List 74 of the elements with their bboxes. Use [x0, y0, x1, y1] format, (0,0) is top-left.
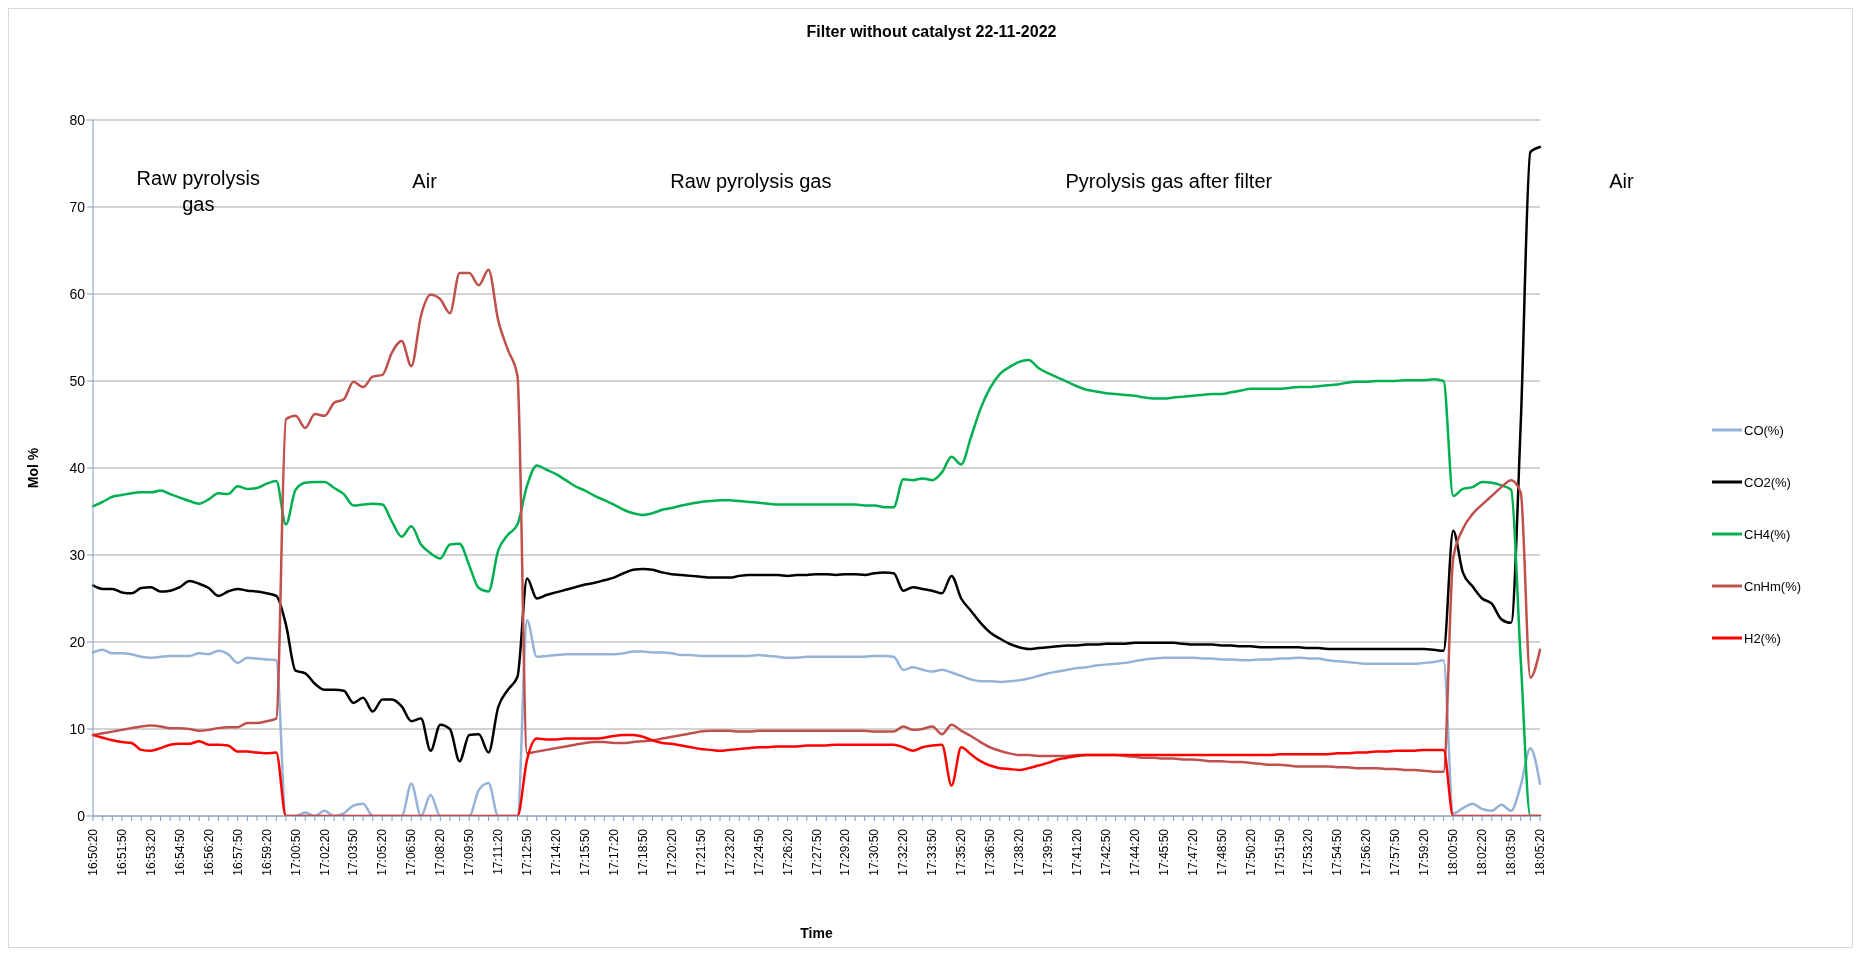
x-tick-label: 18:05:20	[1533, 828, 1547, 876]
x-tick-label: 16:57:50	[230, 828, 245, 876]
x-tick-label: 17:05:20	[375, 828, 390, 876]
x-tick-label: 17:08:20	[433, 828, 448, 876]
annotation: Air	[411, 169, 438, 195]
x-tick-label: 17:45:50	[1156, 828, 1171, 876]
x-tick-label: 16:56:20	[201, 828, 216, 876]
x-tick-label: 17:15:50	[577, 828, 592, 876]
y-tick-label: 50	[69, 372, 86, 389]
y-axis-title: Mol %	[24, 447, 41, 489]
legend-label: H2(%)	[1744, 630, 1781, 646]
y-tick-label: 80	[69, 111, 86, 128]
x-tick-label: 16:50:20	[86, 828, 100, 876]
x-tick-label: 17:23:20	[722, 828, 737, 876]
x-tick-label: 17:00:50	[288, 828, 303, 876]
x-tick-label: 18:00:50	[1446, 828, 1461, 876]
annotation: Raw pyrolysis gas	[135, 165, 261, 217]
y-tick-label: 30	[69, 546, 86, 563]
x-tick-label: 17:57:50	[1388, 828, 1403, 876]
text: Air	[1608, 169, 1635, 195]
x-tick-label: 17:32:20	[896, 828, 911, 876]
x-tick-label: 17:27:50	[809, 828, 824, 876]
x-tick-label: 17:42:50	[1098, 828, 1113, 876]
x-tick-label: 17:38:20	[1012, 828, 1027, 876]
legend-label: CnHm(%)	[1744, 578, 1802, 594]
x-tick-label: 17:48:50	[1214, 828, 1229, 876]
x-tick-label: 17:54:50	[1330, 828, 1345, 876]
x-tick-label: 17:03:50	[346, 828, 361, 876]
y-tick-label: 20	[69, 633, 86, 650]
x-tick-label: 17:56:20	[1359, 828, 1374, 876]
x-tick-label: 17:11:20	[491, 828, 506, 875]
y-tick-label: 40	[69, 459, 86, 476]
x-tick-label: 17:20:20	[664, 828, 679, 876]
x-tick-label: 17:21:50	[693, 828, 708, 876]
y-tick-label: 70	[69, 198, 86, 215]
x-tick-label: 17:26:20	[780, 828, 795, 876]
x-tick-label: 16:53:20	[143, 828, 158, 876]
line-series	[91, 145, 1542, 763]
x-tick-label: 17:30:50	[867, 828, 882, 876]
x-tick-label: 17:51:50	[1272, 828, 1287, 876]
x-tick-label: 17:06:50	[404, 828, 419, 876]
x-tick-label: 17:39:50	[1041, 828, 1056, 876]
x-tick-label: 17:29:20	[838, 828, 853, 876]
legend-label: CO2(%)	[1744, 474, 1791, 490]
x-tick-label: 16:54:50	[172, 828, 187, 876]
x-tick-label: 17:35:20	[954, 828, 969, 876]
x-tick-label: 17:50:20	[1243, 828, 1258, 876]
x-tick-label: 17:44:20	[1127, 828, 1142, 876]
x-tick-label: 17:41:20	[1069, 828, 1084, 876]
x-axis-title: Time	[800, 925, 833, 941]
x-tick-label: 16:51:50	[114, 828, 129, 876]
annotation: Raw pyrolysis gas	[669, 169, 833, 195]
x-tick-label: 17:33:50	[925, 828, 940, 876]
legend-label: CH4(%)	[1744, 526, 1791, 542]
x-tick-label: 17:59:20	[1417, 828, 1432, 876]
x-tick-label: 17:02:20	[317, 828, 332, 876]
x-tick-label: 17:18:50	[635, 828, 650, 876]
x-tick-label: 18:03:50	[1504, 828, 1519, 876]
x-tick-label: 17:36:50	[983, 828, 998, 876]
x-tick-label: 17:14:20	[549, 828, 564, 876]
x-tick-label: 17:47:20	[1185, 828, 1200, 876]
x-tick-label: 17:24:50	[751, 828, 766, 876]
x-tick-label: 17:53:20	[1301, 828, 1316, 876]
x-tick-label: 16:59:20	[259, 828, 274, 876]
y-tick-label: 60	[69, 285, 86, 302]
y-tick-label: 10	[69, 720, 86, 737]
x-tick-label: 17:12:50	[520, 828, 535, 876]
chart-title: Filter without catalyst 22-11-2022	[805, 23, 1058, 41]
x-tick-label: 18:02:20	[1475, 828, 1490, 876]
x-tick-label: 17:09:50	[462, 828, 477, 876]
x-tick-label: 17:17:20	[606, 828, 621, 876]
annotation: Pyrolysis gas after filter	[1064, 169, 1274, 195]
legend-label: CO(%)	[1744, 422, 1784, 438]
y-tick-label: 0	[77, 807, 86, 824]
